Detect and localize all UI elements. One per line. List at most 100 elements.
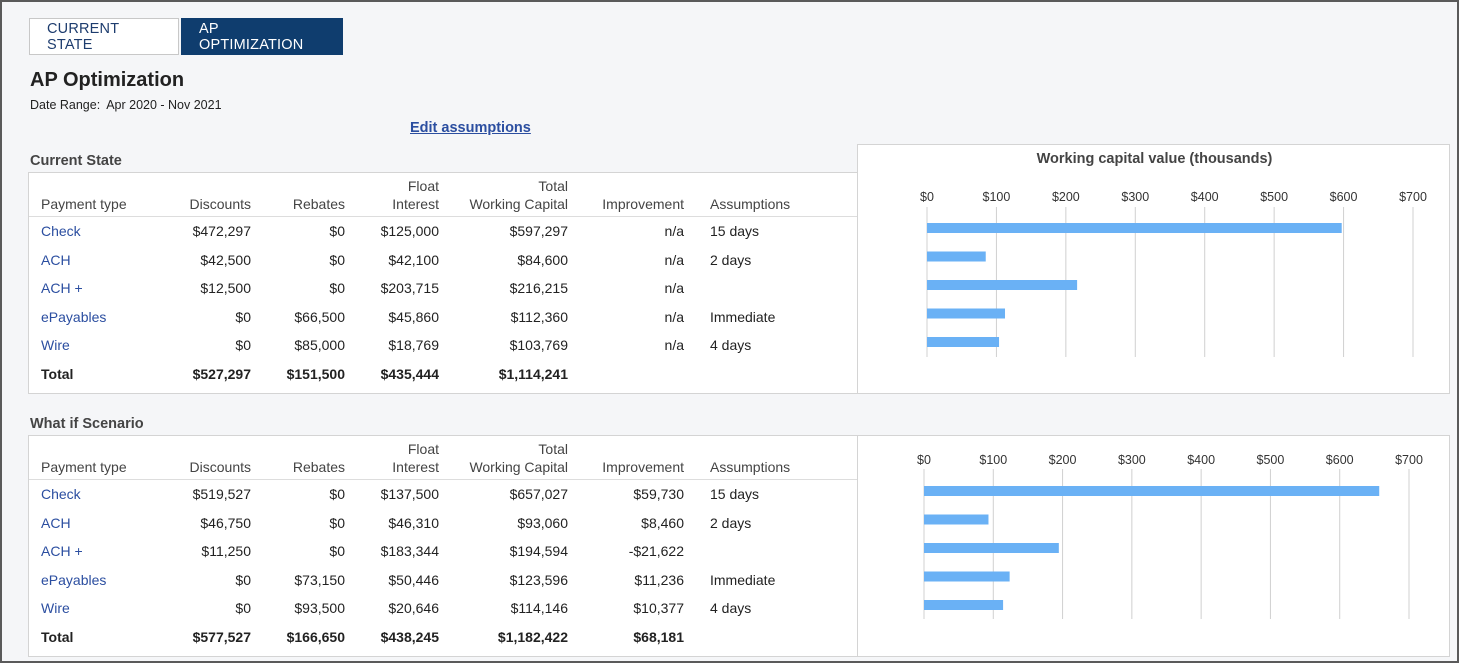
bar-wire (927, 337, 1000, 347)
payment-type-link[interactable]: Check (41, 486, 81, 503)
cell-discounts: $0 (235, 571, 251, 588)
x-tick-label: $100 (979, 453, 1007, 467)
cell-assumption (684, 360, 859, 389)
cell-discounts: $0 (235, 308, 251, 325)
payment-type-link[interactable]: Wire (41, 600, 70, 617)
col-payment-type: Payment type (41, 459, 127, 475)
payment-type-link[interactable]: ACH + (41, 280, 83, 297)
what-if-chart-panel: $0 $100 $200 $300 $400 $500 $600 $700 (857, 435, 1450, 657)
col-float-interest: Float Interest (345, 173, 439, 217)
payment-type-link[interactable]: ACH (41, 251, 71, 268)
cell-assumption: 15 days (710, 223, 760, 240)
cell-discounts: $527,297 (192, 365, 251, 382)
cell-improvement: $59,730 (633, 486, 684, 503)
table-row: Check $519,527 $0 $137,500 $657,027 $59,730 15… (29, 480, 859, 509)
cell-total-wc: $123,596 (509, 571, 568, 588)
cell-assumption: 2 days (710, 251, 752, 268)
cell-assumption (684, 537, 859, 566)
x-tick-label: $700 (1395, 453, 1423, 467)
tab-current-state[interactable]: CURRENT STATE (29, 18, 179, 55)
chart-title: Working capital value (thousands) (1036, 151, 1273, 167)
tab-ap-optimization[interactable]: AP OPTIMIZATION (181, 18, 343, 55)
cell-improvement: n/a (664, 223, 684, 240)
payment-type-link[interactable]: ePayables (41, 308, 107, 325)
col-total-line1: Total (538, 178, 568, 194)
cell-float-interest: $435,444 (380, 365, 439, 382)
date-range-label: Date Range: (30, 98, 101, 112)
cell-float-interest: $50,446 (388, 571, 439, 588)
cell-assumption: 2 days (710, 514, 752, 531)
cell-float-interest: $137,500 (380, 486, 439, 503)
page-title: AP Optimization (30, 69, 185, 91)
cell-total-wc: $657,027 (509, 486, 568, 503)
cell-assumption: Immediate (710, 571, 776, 588)
current-state-chart-panel: Working capital value (thousands) $0 $100… (857, 144, 1450, 394)
date-range-value: Apr 2020 - Nov 2021 (106, 98, 222, 112)
payment-type-link[interactable]: Check (41, 223, 81, 240)
table-row: Wire $0 $85,000 $18,769 $103,769 n/a 4 days (29, 331, 859, 360)
cell-discounts: $519,527 (192, 486, 251, 503)
cell-improvement: $11,236 (634, 571, 684, 588)
cell-improvement: $68,181 (633, 628, 684, 645)
col-total-line2: Working Capital (469, 196, 568, 212)
cell-rebates: $0 (329, 514, 345, 531)
cell-float-interest: $438,245 (380, 628, 439, 645)
cell-improvement: n/a (664, 337, 684, 354)
cell-total-wc: $194,594 (509, 543, 568, 560)
what-if-table-panel: Payment type Discounts Rebates Float Inte… (28, 435, 859, 657)
cell-discounts: $46,750 (200, 514, 251, 531)
payment-type-link[interactable]: ACH + (41, 543, 83, 560)
current-state-chart: $0 $100 $200 $300 $400 $500 $600 $700 (920, 190, 1427, 357)
cell-total-wc: $103,769 (509, 337, 568, 354)
col-improvement: Improvement (602, 459, 684, 475)
cell-discounts: $0 (235, 337, 251, 354)
cell-total-wc: $597,297 (509, 223, 568, 240)
cell-rebates: $0 (329, 251, 345, 268)
x-tick-label: $0 (920, 190, 934, 204)
bar-check (924, 486, 1380, 496)
edit-assumptions-link[interactable]: Edit assumptions (410, 120, 531, 136)
col-payment-type: Payment type (41, 196, 127, 212)
col-total-line1: Total (538, 441, 568, 457)
cell-assumption: 4 days (710, 337, 752, 354)
current-state-table-panel: Payment type Discounts Rebates Float Inte… (28, 172, 859, 394)
cell-rebates: $0 (329, 486, 345, 503)
cell-discounts: $11,250 (201, 543, 251, 560)
table-header-row: Payment type Discounts Rebates Float Inte… (29, 173, 859, 217)
cell-total-wc: $114,146 (510, 600, 568, 617)
table-row: ACH + $11,250 $0 $183,344 $194,594 -$21,622 (29, 537, 859, 566)
current-state-title: Current State (30, 153, 122, 169)
cell-improvement: $10,377 (633, 600, 684, 617)
what-if-table: Payment type Discounts Rebates Float Inte… (29, 436, 859, 651)
payment-type-link[interactable]: Wire (41, 337, 70, 354)
table-row: Check $472,297 $0 $125,000 $597,297 n/a 15 day… (29, 217, 859, 246)
cell-float-interest: $46,310 (388, 514, 439, 531)
cell-discounts: $42,500 (200, 251, 251, 268)
cell-rebates: $0 (329, 543, 345, 560)
what-if-body: Check $519,527 $0 $137,500 $657,027 $59,730 15… (29, 480, 859, 652)
x-tick-label: $400 (1187, 453, 1215, 467)
cell-rebates: $93,500 (294, 600, 345, 617)
col-assumptions: Assumptions (710, 459, 791, 475)
col-float-line2: Interest (392, 196, 439, 212)
col-float-line1: Float (407, 178, 439, 194)
x-tick-label: $700 (1399, 190, 1427, 204)
bar-ach (927, 280, 1078, 290)
col-total-line2: Working Capital (469, 459, 568, 475)
col-discounts: Discounts (189, 196, 251, 212)
cell-discounts: $472,297 (192, 223, 251, 240)
x-tick-label: $100 (983, 190, 1011, 204)
cell-rebates: $66,500 (294, 308, 345, 325)
payment-type-link[interactable]: ePayables (41, 571, 107, 588)
payment-type-link[interactable]: ACH (41, 514, 71, 531)
cell-float-interest: $20,646 (388, 600, 439, 617)
cell-improvement: -$21,622 (628, 543, 684, 560)
cell-improvement (568, 360, 684, 389)
col-rebates: Rebates (292, 459, 345, 475)
col-improvement: Improvement (602, 196, 684, 212)
cell-improvement: n/a (664, 308, 684, 325)
table-row: ePayables $0 $66,500 $45,860 $112,360 n/a Imme… (29, 303, 859, 332)
x-tick-label: $0 (917, 453, 931, 467)
x-tick-label: $500 (1260, 190, 1288, 204)
current-state-table: Payment type Discounts Rebates Float Inte… (29, 173, 859, 388)
